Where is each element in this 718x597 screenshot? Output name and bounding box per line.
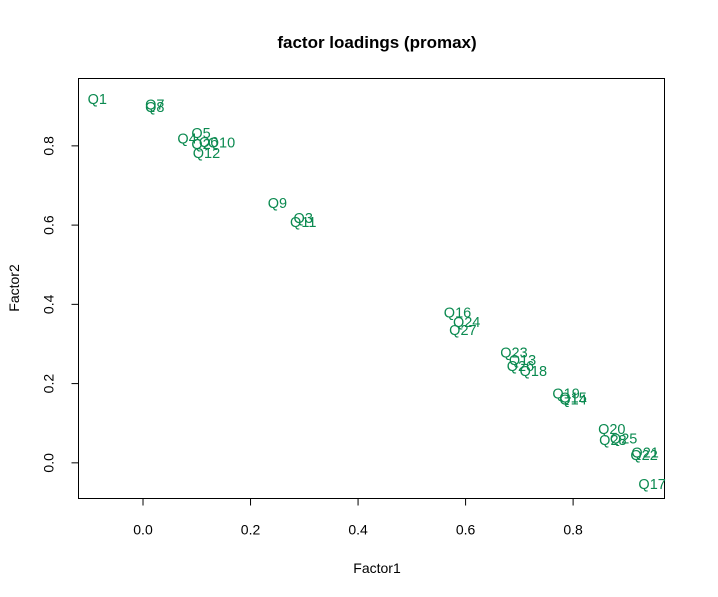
point-label-q10: Q10	[208, 136, 235, 152]
x-axis-label: Factor1	[353, 560, 401, 576]
point-label-q4: Q4	[177, 132, 196, 148]
y-tick-label: 0.8	[41, 136, 57, 156]
point-label-q20: Q20	[598, 422, 625, 438]
point-label-q2: Q2	[191, 137, 210, 153]
point-label-q8: Q8	[145, 100, 164, 116]
point-label-q22: Q22	[630, 448, 657, 464]
point-label-q27: Q27	[449, 323, 476, 339]
y-tick-label: 0.0	[41, 453, 57, 473]
point-label-q15: Q15	[559, 390, 586, 406]
x-tick-label: 0.4	[348, 522, 368, 538]
point-label-q11: Q11	[290, 215, 316, 231]
x-axis: 0.0 0.2 0.4 0.6 0.8	[133, 498, 583, 538]
point-label-q16: Q16	[444, 305, 471, 321]
point-label-q19: Q19	[552, 387, 579, 403]
point-label-q25: Q25	[610, 431, 637, 447]
y-tick-label: 0.6	[41, 215, 57, 235]
point-label-q17: Q17	[638, 477, 665, 493]
x-tick-label: 0.2	[241, 522, 261, 538]
x-tick-label: 0.6	[456, 522, 476, 538]
plot-frame	[78, 78, 665, 499]
point-label-q23: Q23	[500, 346, 527, 362]
point-label-q21: Q21	[631, 446, 658, 462]
point-label-q12: Q12	[193, 146, 220, 162]
point-label-q14: Q14	[559, 392, 586, 408]
point-label-q28: Q28	[599, 433, 626, 449]
x-tick-label: 0.0	[133, 522, 153, 538]
point-label-q3: Q3	[294, 211, 313, 227]
point-label-q24: Q24	[453, 315, 480, 331]
point-label-q18: Q18	[520, 364, 547, 380]
y-axis: 0.0 0.2 0.4 0.6 0.8	[41, 136, 79, 473]
point-label-q6: Q6	[199, 135, 218, 151]
point-label-q9: Q9	[268, 196, 287, 212]
point-label-q5: Q5	[191, 126, 210, 142]
chart-title: factor loadings (promax)	[277, 33, 476, 52]
y-tick-label: 0.2	[41, 374, 57, 394]
point-label-q13: Q13	[509, 353, 536, 369]
point-label-q26: Q26	[507, 359, 534, 375]
point-label-q1: Q1	[88, 92, 107, 108]
x-tick-label: 0.8	[563, 522, 583, 538]
point-label-q7: Q7	[145, 97, 164, 113]
y-axis-label: Factor2	[6, 264, 22, 312]
y-tick-label: 0.4	[41, 294, 57, 314]
